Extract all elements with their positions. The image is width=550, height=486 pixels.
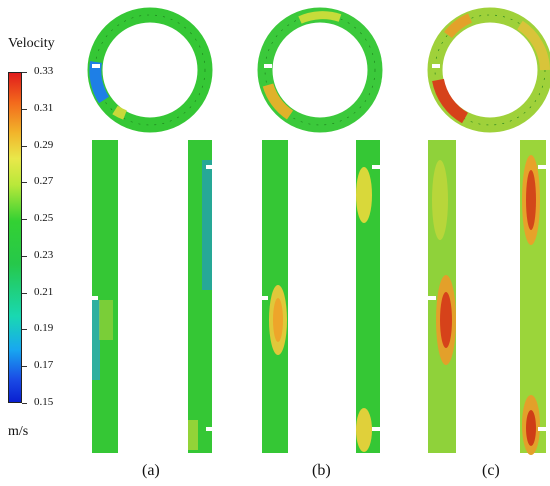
colorbar-tick-mark bbox=[22, 108, 27, 110]
colorbar-tick-mark bbox=[22, 145, 27, 147]
strip-c-right bbox=[520, 140, 546, 455]
velocity-colorbar bbox=[8, 72, 22, 403]
colorbar-tick-mark bbox=[22, 255, 27, 257]
colorbar-tick-label: 0.15 bbox=[34, 396, 54, 408]
legend-unit: m/s bbox=[8, 424, 29, 439]
strip-a-left bbox=[88, 140, 118, 453]
colorbar-tick-mark bbox=[22, 292, 27, 294]
ring-c bbox=[427, 7, 550, 133]
colorbar-tick-label: 0.23 bbox=[34, 248, 54, 261]
colorbar-tick-mark bbox=[22, 403, 27, 404]
colorbar-tick-mark bbox=[22, 219, 27, 221]
colorbar-tick-label: 0.19 bbox=[34, 322, 54, 335]
panel-label-b: (b) bbox=[312, 462, 331, 479]
colorbar-tick-mark bbox=[22, 182, 27, 184]
strip-b-left bbox=[258, 140, 288, 453]
colorbar-tick-label: 0.25 bbox=[34, 212, 54, 225]
strip-c-left bbox=[426, 140, 456, 453]
strip-a-right bbox=[188, 140, 214, 453]
colorbar-tick-label: 0.21 bbox=[34, 285, 54, 298]
strip-b-right bbox=[356, 140, 380, 453]
legend-title: Velocity bbox=[8, 36, 55, 51]
colorbar-tick-label: 0.33 bbox=[34, 65, 54, 77]
colorbar-tick-label: 0.29 bbox=[34, 138, 54, 151]
ring-b bbox=[257, 7, 383, 133]
colorbar-tick-mark bbox=[22, 72, 27, 73]
colorbar-tick-mark bbox=[22, 366, 27, 368]
colorbar-tick-mark bbox=[22, 329, 27, 331]
panel-label-c: (c) bbox=[482, 462, 500, 479]
colorbar-tick-label: 0.17 bbox=[34, 359, 54, 372]
colorbar-tick-label: 0.31 bbox=[34, 101, 54, 114]
colorbar-tick-label: 0.27 bbox=[34, 175, 54, 188]
ring-a bbox=[87, 7, 213, 133]
panel-label-a: (a) bbox=[142, 462, 160, 479]
